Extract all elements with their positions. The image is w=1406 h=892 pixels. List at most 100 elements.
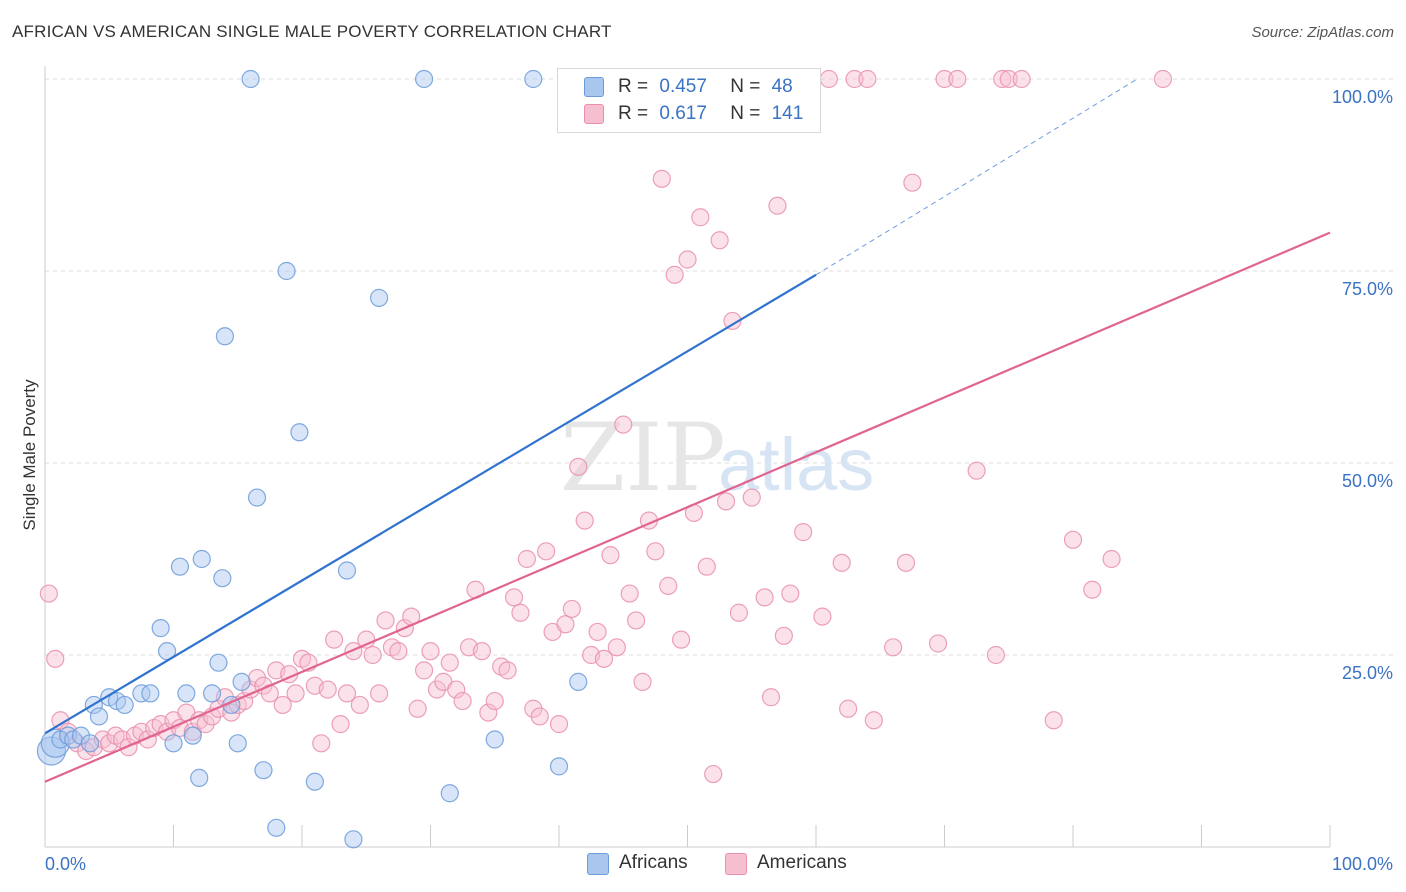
americans-point (556, 615, 575, 634)
americans-point (312, 734, 331, 753)
americans-r-label: R = (618, 103, 649, 124)
africans-point (337, 561, 357, 580)
y-tick-label: 25.0% (1342, 663, 1393, 683)
africans-point (215, 327, 234, 346)
americans-n-value: 141 (771, 103, 804, 124)
americans-point (376, 611, 395, 630)
africans-point (177, 684, 196, 703)
americans-point (999, 69, 1018, 89)
africans-legend-label: Africans (619, 852, 688, 873)
africans-point (164, 734, 183, 753)
americans-point (697, 557, 716, 576)
tick-labels: 25.0% 50.0% 75.0% 100.0% 0.0% 100.0% (45, 87, 1393, 874)
americans-point (273, 695, 292, 715)
y-tick-label: 100.0% (1332, 87, 1393, 107)
americans-r-value: 0.617 (659, 103, 707, 124)
americans-swatch (584, 104, 604, 124)
americans-point (633, 672, 652, 691)
americans-point (453, 691, 472, 711)
watermark-zip: ZIP (560, 404, 726, 513)
americans-point (659, 576, 678, 595)
africans-point (247, 488, 267, 507)
americans-point (511, 603, 530, 622)
americans-point (729, 603, 749, 622)
americans-point (1102, 549, 1121, 569)
americans-point (935, 69, 954, 89)
africans-point (440, 784, 459, 803)
africans-point (290, 423, 309, 442)
africans-point (151, 619, 170, 638)
americans-point (562, 599, 581, 619)
trend-lines (44, 78, 1331, 783)
americans-point (447, 680, 466, 699)
americans-point (363, 645, 382, 665)
africans-point (183, 726, 202, 745)
americans-point (819, 69, 838, 89)
americans-point (537, 542, 556, 561)
americans-point (903, 173, 922, 192)
africans-r-value: 0.457 (659, 76, 707, 97)
americans-point (845, 69, 864, 89)
americans-point (588, 622, 607, 642)
americans-point (665, 265, 684, 284)
americans-point (408, 699, 427, 718)
americans-point (646, 542, 665, 561)
watermark-atlas: atlas (718, 423, 874, 506)
americans-n-label: N = (730, 103, 761, 124)
africans-point (228, 734, 247, 753)
americans-point (755, 588, 774, 607)
americans-point (485, 691, 504, 711)
africans-point (267, 818, 286, 837)
americans-point (761, 688, 781, 707)
africans-point (170, 557, 190, 576)
americans-point (1063, 530, 1083, 549)
africans-point (232, 672, 251, 691)
americans-point (344, 642, 363, 661)
americans-point (858, 69, 877, 89)
americans-point (421, 642, 440, 661)
africans-point (40, 728, 70, 758)
americans-point (440, 653, 459, 672)
africans-trend-extension (815, 78, 1138, 276)
americans-point (723, 311, 742, 331)
americans-point (498, 661, 517, 680)
americans-legend-label: Americans (757, 852, 847, 873)
americans-point (318, 680, 337, 699)
americans-point (607, 638, 626, 657)
americans-point (678, 250, 697, 269)
americans-point (839, 699, 858, 718)
africans-n-label: N = (730, 76, 761, 97)
americans-point (620, 584, 639, 603)
watermark: ZIP atlas (560, 404, 874, 513)
americans-point (948, 69, 967, 89)
americans-point (601, 546, 620, 565)
africans-point (213, 569, 232, 588)
africans-point (549, 757, 569, 776)
americans-point (794, 523, 813, 542)
africans-point (80, 734, 100, 753)
africans-point (89, 707, 109, 726)
africans-point (190, 768, 209, 787)
chart-title: AFRICAN VS AMERICAN SINGLE MALE POVERTY … (12, 22, 612, 41)
americans-point (864, 711, 883, 730)
americans-point (928, 634, 948, 653)
americans-point (479, 703, 498, 722)
americans-point (331, 715, 350, 734)
americans-point (883, 638, 903, 657)
americans-point (370, 684, 389, 703)
americans-point (517, 549, 536, 569)
africans-point (370, 288, 389, 307)
africans-point (209, 653, 228, 672)
americans-point (652, 169, 671, 188)
americans-point (1083, 580, 1102, 599)
x-tick-label-end: 100.0% (1332, 854, 1393, 874)
americans-point (350, 695, 369, 715)
americans-point (1012, 69, 1031, 89)
y-tick-label: 75.0% (1342, 279, 1393, 299)
africans-point (524, 69, 543, 89)
americans-point (46, 649, 65, 668)
americans-point (569, 457, 588, 476)
americans-point (967, 461, 986, 480)
americans-point (414, 661, 434, 680)
